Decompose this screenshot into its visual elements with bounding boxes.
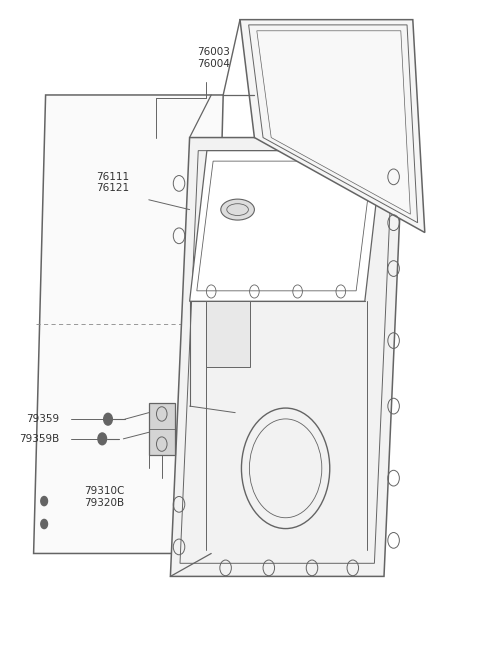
Polygon shape bbox=[257, 31, 410, 214]
Polygon shape bbox=[206, 301, 250, 367]
Text: 76111
76121: 76111 76121 bbox=[96, 172, 130, 193]
Polygon shape bbox=[170, 138, 403, 576]
Polygon shape bbox=[240, 20, 425, 233]
Polygon shape bbox=[190, 151, 382, 301]
Polygon shape bbox=[149, 403, 175, 455]
Text: 79359B: 79359B bbox=[19, 434, 60, 444]
Circle shape bbox=[98, 433, 107, 445]
Text: 79310C
79320B: 79310C 79320B bbox=[84, 486, 125, 508]
Circle shape bbox=[41, 496, 48, 506]
Ellipse shape bbox=[221, 199, 254, 220]
Circle shape bbox=[41, 519, 48, 529]
Circle shape bbox=[104, 413, 112, 425]
Text: 79359: 79359 bbox=[26, 414, 60, 424]
Text: 76003
76004: 76003 76004 bbox=[197, 47, 230, 69]
Polygon shape bbox=[34, 95, 223, 553]
